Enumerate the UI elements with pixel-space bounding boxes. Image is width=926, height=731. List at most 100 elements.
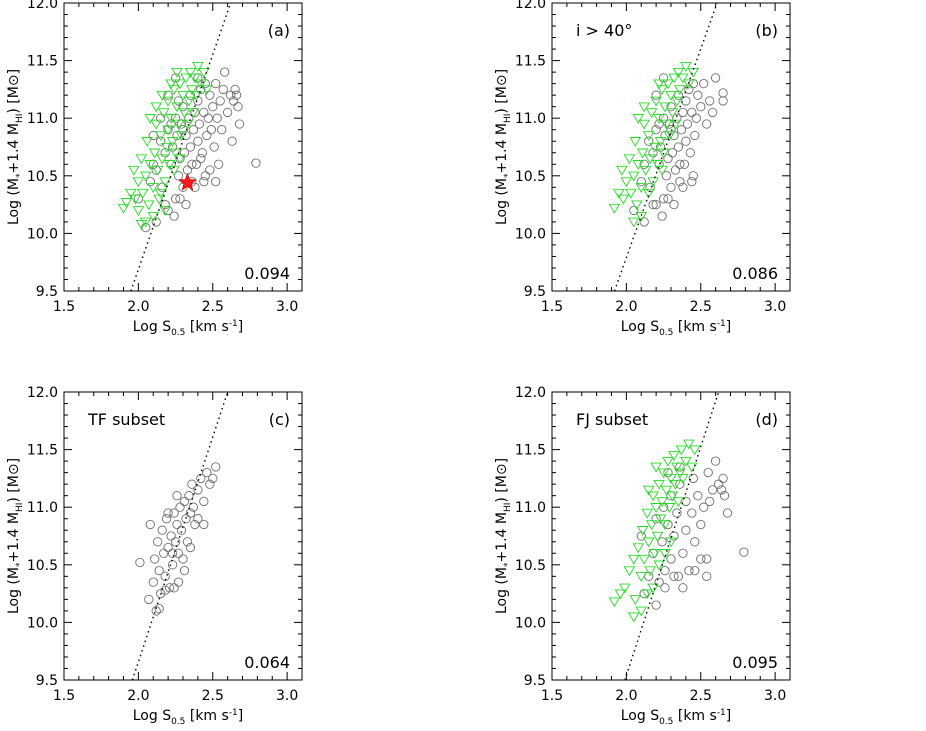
data-point-circle bbox=[188, 502, 199, 512]
data-point-triangle bbox=[174, 154, 186, 165]
plot-frame bbox=[551, 2, 791, 292]
data-point-triangle bbox=[620, 177, 633, 188]
data-point-circle bbox=[196, 84, 206, 95]
data-point-circle bbox=[739, 547, 749, 557]
data-point-triangle bbox=[153, 194, 165, 205]
data-point-circle bbox=[639, 588, 649, 599]
data-point-circle bbox=[179, 148, 190, 158]
panel-label: (a) bbox=[268, 21, 290, 40]
data-point-circle bbox=[173, 171, 184, 181]
data-point-circle bbox=[663, 467, 673, 478]
data-point-triangle bbox=[683, 79, 695, 90]
x-tick-label: 2.5 bbox=[202, 688, 224, 704]
data-point-circle bbox=[688, 171, 698, 181]
data-point-triangle bbox=[148, 148, 161, 159]
data-point-circle bbox=[705, 96, 715, 106]
data-point-circle bbox=[684, 84, 694, 95]
data-point-circle bbox=[173, 577, 184, 587]
data-point-circle bbox=[228, 96, 239, 106]
data-point-circle bbox=[160, 571, 170, 581]
data-point-triangle bbox=[177, 90, 189, 101]
panel-4: 1.5 2.0 2.5 3.0 9.5 10.0 10.5 11.0 11.5 12.0 Log S… bbox=[494, 385, 791, 727]
data-point-circle bbox=[218, 84, 228, 95]
data-point-triangle bbox=[623, 154, 636, 165]
circle-series bbox=[133, 67, 261, 233]
data-point-triangle bbox=[647, 491, 659, 502]
data-point-circle bbox=[135, 557, 145, 568]
data-point-circle bbox=[179, 565, 190, 576]
data-point-circle bbox=[722, 508, 733, 518]
data-point-triangle bbox=[157, 108, 170, 119]
data-point-triangle bbox=[628, 217, 640, 228]
data-point-circle bbox=[200, 171, 210, 181]
data-point-circle bbox=[713, 479, 724, 489]
data-point-circle bbox=[678, 548, 688, 558]
data-point-circle bbox=[702, 554, 712, 564]
data-point-circle bbox=[161, 514, 172, 524]
x-tick-label: 1.5 bbox=[541, 299, 563, 315]
data-point-circle bbox=[197, 148, 207, 158]
data-point-triangle bbox=[608, 597, 621, 608]
data-point-triangle bbox=[659, 549, 671, 559]
data-point-circle bbox=[144, 594, 154, 605]
data-point-triangle bbox=[192, 62, 204, 72]
data-point-triangle bbox=[654, 514, 667, 525]
data-point-circle bbox=[163, 508, 173, 518]
data-point-circle bbox=[681, 96, 691, 106]
scatter-value: 0.064 bbox=[244, 653, 290, 672]
data-point-triangle bbox=[663, 131, 676, 142]
y-tick-label: 10.0 bbox=[515, 226, 546, 242]
data-point-circle bbox=[178, 102, 188, 112]
scatter-value: 0.094 bbox=[244, 264, 290, 283]
data-point-circle bbox=[222, 107, 233, 118]
data-point-circle bbox=[184, 113, 194, 123]
data-point-triangle bbox=[150, 102, 162, 113]
data-point-circle bbox=[193, 485, 203, 495]
data-point-triangle bbox=[638, 554, 650, 565]
x-axis-label: Log S0.5 [km s-1] bbox=[133, 708, 244, 727]
data-point-circle bbox=[655, 142, 666, 152]
data-point-circle bbox=[658, 113, 669, 123]
data-point-circle bbox=[666, 125, 676, 135]
data-point-circle bbox=[684, 565, 694, 576]
data-point-circle bbox=[154, 603, 164, 614]
data-point-triangle bbox=[625, 188, 637, 199]
data-point-circle bbox=[666, 182, 676, 192]
data-point-triangle bbox=[186, 85, 198, 96]
y-tick-label: 9.5 bbox=[524, 284, 546, 300]
data-point-triangle bbox=[656, 85, 668, 96]
data-point-circle bbox=[679, 159, 690, 169]
data-point-circle bbox=[193, 514, 203, 524]
data-point-circle bbox=[190, 519, 200, 530]
data-point-circle bbox=[663, 153, 673, 164]
data-point-circle bbox=[687, 107, 697, 118]
data-point-circle bbox=[153, 537, 163, 547]
data-point-circle bbox=[234, 119, 245, 129]
data-point-triangle bbox=[628, 554, 640, 565]
data-point-triangle bbox=[168, 165, 180, 176]
data-point-triangle bbox=[636, 526, 649, 536]
data-point-circle bbox=[199, 496, 209, 507]
x-tick-label: 2.5 bbox=[690, 299, 712, 315]
data-point-circle bbox=[167, 560, 178, 570]
data-point-triangle bbox=[636, 148, 649, 159]
data-point-circle bbox=[703, 467, 713, 478]
data-point-circle bbox=[675, 176, 685, 187]
data-point-circle bbox=[670, 165, 681, 175]
data-point-circle bbox=[185, 508, 196, 518]
data-point-triangle bbox=[632, 160, 645, 170]
circle-series bbox=[135, 462, 221, 616]
data-point-circle bbox=[230, 84, 240, 95]
data-point-triangle bbox=[635, 606, 648, 617]
data-point-triangle bbox=[125, 188, 137, 199]
data-point-circle bbox=[211, 462, 221, 472]
data-point-triangle bbox=[608, 203, 621, 214]
data-point-circle bbox=[669, 199, 679, 210]
data-point-circle bbox=[199, 107, 209, 118]
data-point-circle bbox=[220, 67, 230, 77]
data-point-triangle bbox=[674, 468, 686, 479]
panel-label: (d) bbox=[755, 410, 778, 429]
data-point-circle bbox=[181, 514, 191, 524]
data-point-circle bbox=[719, 491, 730, 501]
data-point-circle bbox=[687, 508, 697, 518]
